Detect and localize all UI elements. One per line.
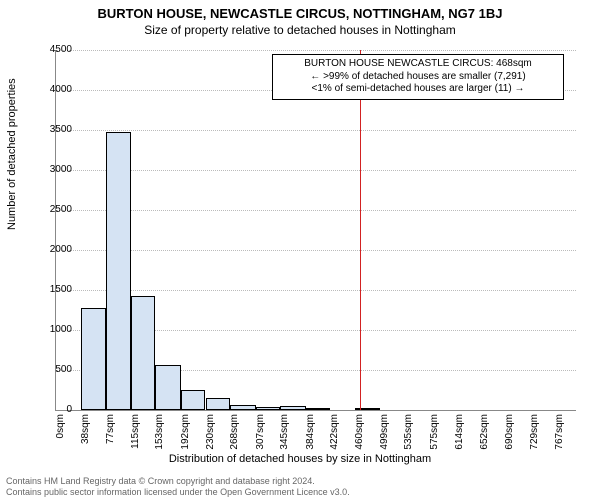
xtick-label: 384sqm — [305, 414, 316, 459]
histogram-bar — [256, 407, 281, 410]
histogram-bar — [306, 408, 331, 410]
footer-attribution: Contains HM Land Registry data © Crown c… — [6, 476, 350, 498]
histogram-bar — [230, 405, 255, 410]
xtick-label: 460sqm — [354, 414, 365, 459]
xtick-label: 499sqm — [379, 414, 390, 459]
ytick-label: 3500 — [32, 124, 72, 135]
legend-box: BURTON HOUSE NEWCASTLE CIRCUS: 468sqm ← … — [272, 54, 564, 100]
y-axis-label: Number of detached properties — [6, 78, 18, 230]
histogram-bar — [81, 308, 106, 410]
histogram-bar — [280, 406, 305, 410]
ytick-label: 500 — [32, 364, 72, 375]
xtick-label: 38sqm — [80, 414, 91, 459]
ytick-label: 1000 — [32, 324, 72, 335]
ytick-label: 1500 — [32, 284, 72, 295]
histogram-bar — [181, 390, 206, 410]
xtick-label: 422sqm — [329, 414, 340, 459]
chart-title: BURTON HOUSE, NEWCASTLE CIRCUS, NOTTINGH… — [0, 0, 600, 21]
xtick-label: 0sqm — [55, 414, 66, 459]
xtick-label: 153sqm — [154, 414, 165, 459]
marker-line — [360, 50, 361, 410]
footer-line1: Contains HM Land Registry data © Crown c… — [6, 476, 350, 487]
xtick-label: 268sqm — [229, 414, 240, 459]
xtick-label: 767sqm — [554, 414, 565, 459]
ytick-label: 2000 — [32, 244, 72, 255]
xtick-label: 115sqm — [130, 414, 141, 459]
ytick-label: 4000 — [32, 84, 72, 95]
chart-subtitle: Size of property relative to detached ho… — [0, 21, 600, 37]
ytick-label: 2500 — [32, 204, 72, 215]
histogram-bar — [206, 398, 231, 410]
ytick-label: 3000 — [32, 164, 72, 175]
histogram-bar — [355, 408, 380, 410]
xtick-label: 77sqm — [105, 414, 116, 459]
histogram-bar — [155, 365, 180, 410]
xtick-label: 575sqm — [429, 414, 440, 459]
gridline — [56, 210, 576, 211]
xtick-label: 729sqm — [529, 414, 540, 459]
gridline — [56, 290, 576, 291]
gridline — [56, 50, 576, 51]
legend-line1: BURTON HOUSE NEWCASTLE CIRCUS: 468sqm — [279, 58, 557, 71]
gridline — [56, 130, 576, 131]
plot-area — [55, 50, 576, 411]
legend-line2: ← >99% of detached houses are smaller (7… — [279, 71, 557, 84]
xtick-label: 690sqm — [504, 414, 515, 459]
xtick-label: 535sqm — [403, 414, 414, 459]
xtick-label: 230sqm — [205, 414, 216, 459]
xtick-label: 192sqm — [180, 414, 191, 459]
xtick-label: 307sqm — [255, 414, 266, 459]
legend-line3: <1% of semi-detached houses are larger (… — [279, 83, 557, 96]
ytick-label: 4500 — [32, 44, 72, 55]
gridline — [56, 250, 576, 251]
footer-line2: Contains public sector information licen… — [6, 487, 350, 498]
xtick-label: 652sqm — [479, 414, 490, 459]
xtick-label: 614sqm — [454, 414, 465, 459]
histogram-bar — [106, 132, 131, 410]
histogram-bar — [131, 296, 156, 410]
xtick-label: 345sqm — [279, 414, 290, 459]
ytick-label: 0 — [32, 404, 72, 415]
gridline — [56, 170, 576, 171]
